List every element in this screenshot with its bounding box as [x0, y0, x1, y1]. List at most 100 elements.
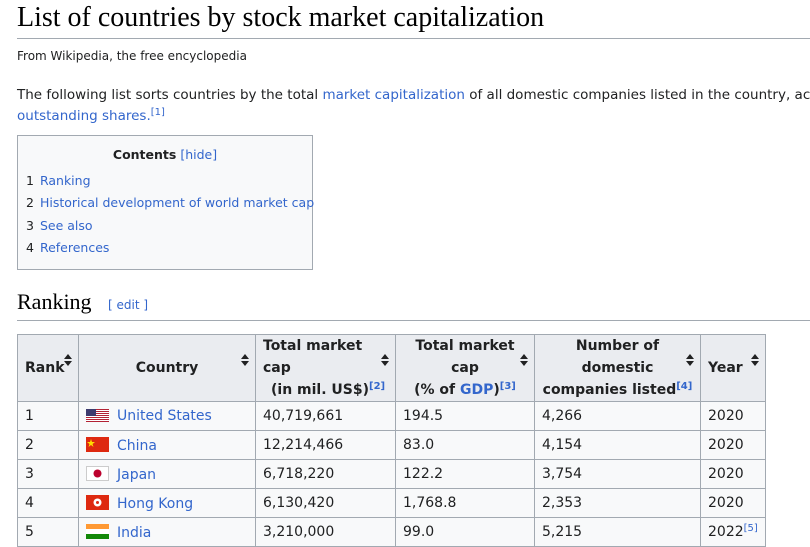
column-header[interactable]: Total market cap (% of GDP)[3] — [395, 334, 535, 402]
sort-arrows — [241, 354, 249, 366]
toc-item[interactable]: 1 Ranking — [26, 173, 91, 188]
cell: 2 — [17, 430, 79, 460]
intro-line: outstanding shares.[1] — [17, 107, 165, 125]
section-title: Ranking — [17, 289, 92, 314]
flag — [86, 436, 109, 452]
toc-link[interactable]: Ranking — [39, 173, 91, 188]
reference[interactable]: [4] — [676, 381, 693, 392]
toc-number: 3 — [26, 218, 34, 233]
table-row: 3 Japan 6,718,220 122.2 3,754 2020 — [17, 459, 766, 489]
toc-item[interactable]: 2 Historical development of world market … — [26, 195, 314, 210]
cell: 99.0 — [395, 517, 535, 547]
section-rule — [17, 320, 810, 321]
cell: 4,266 — [534, 401, 701, 431]
toc-number: 2 — [26, 195, 34, 210]
cell: 1 — [17, 401, 79, 431]
sort-icon[interactable] — [686, 354, 694, 366]
flag — [86, 465, 109, 481]
cell: 122.2 — [395, 459, 535, 489]
header-row: Rank Country Total market cap (in mil. US… — [17, 334, 766, 402]
column-header[interactable]: Rank — [17, 334, 79, 402]
country-link[interactable]: India — [117, 524, 152, 541]
cell-text: 2022 — [708, 524, 744, 540]
header-text: Total market cap — [263, 338, 363, 376]
header-text: ) — [493, 382, 500, 398]
country-link[interactable]: United States — [117, 408, 212, 424]
sort-arrows — [381, 354, 389, 366]
column-header[interactable]: Year — [700, 334, 766, 402]
sort-icon[interactable] — [241, 354, 249, 366]
flag — [86, 494, 109, 510]
country-cell: United States — [78, 401, 256, 431]
page-title: List of countries by stock market capita… — [17, 2, 545, 33]
tagline: From Wikipedia, the free encyclopedia — [17, 49, 247, 63]
country-link[interactable]: Japan — [117, 466, 157, 483]
intro-link[interactable]: market capitalization — [322, 87, 465, 103]
intro-text: of all domestic companies listed in the … — [469, 87, 810, 103]
cell: 2,353 — [534, 488, 701, 518]
cell: 4,154 — [534, 430, 701, 460]
flag — [86, 409, 109, 422]
country-link[interactable]: China — [117, 437, 157, 454]
sort-icon[interactable] — [381, 354, 389, 366]
table-row: 4 Hong Kong 6,130,420 1,768.8 2,353 2020 — [17, 488, 766, 518]
cell: 2020 — [700, 488, 766, 518]
sort-icon[interactable] — [64, 354, 72, 366]
header-text: companies listed — [542, 382, 677, 398]
ranking-table: Rank Country Total market cap (in mil. US… — [17, 334, 766, 547]
country-cell: India — [78, 517, 256, 547]
toc-link[interactable]: See also — [39, 218, 93, 233]
column-header[interactable]: Country — [78, 334, 256, 402]
column-header[interactable]: Total market cap (in mil. US$)[2] — [255, 334, 396, 402]
sort-arrows — [520, 354, 528, 366]
header-link[interactable]: GDP — [460, 382, 494, 398]
cell: 40,719,661 — [255, 401, 396, 431]
toc-item[interactable]: 3 See also — [26, 218, 93, 233]
reference[interactable]: [3] — [499, 381, 516, 392]
reference[interactable]: [2] — [369, 381, 386, 392]
toc-number: 1 — [26, 173, 34, 188]
flag — [86, 523, 109, 539]
column-header[interactable]: Number of domestic companies listed[4] — [534, 334, 701, 402]
country-cell: Hong Kong — [78, 488, 256, 518]
header-text: Number of domestic — [575, 338, 660, 376]
sort-icon[interactable] — [520, 354, 528, 366]
reference[interactable]: [1] — [150, 107, 165, 118]
intro-line: The following list sorts countries by th… — [17, 87, 810, 103]
cell: 83.0 — [395, 430, 535, 460]
title-rule — [17, 38, 810, 39]
cell: 5,215 — [534, 517, 701, 547]
cell: 3,210,000 — [255, 517, 396, 547]
edit-link[interactable]: [ edit ] — [108, 298, 149, 312]
country-cell: Japan — [78, 459, 256, 489]
toc-number: 4 — [26, 240, 34, 255]
sort-arrows — [686, 354, 694, 366]
intro-text: The following list sorts countries by th… — [17, 87, 323, 103]
cell: 5 — [17, 517, 79, 547]
toc-header: Contents [hide] — [18, 147, 312, 162]
toc-toggle[interactable]: [hide] — [180, 147, 218, 162]
intro-link[interactable]: outstanding shares. — [17, 108, 151, 124]
cell: 6,130,420 — [255, 488, 396, 518]
cell: 3 — [17, 459, 79, 489]
cell: 6,718,220 — [255, 459, 396, 489]
header-text: Total market cap — [415, 338, 515, 376]
header-text: Country — [135, 360, 199, 376]
table-of-contents: Contents [hide] 1 Ranking 2 Historical dev… — [17, 135, 314, 270]
cell: 1,768.8 — [395, 488, 535, 518]
header-text: Year — [708, 360, 743, 376]
cell: 2020 — [700, 401, 766, 431]
toc-title: Contents — [112, 147, 177, 162]
cell: 12,214,466 — [255, 430, 396, 460]
sort-arrows — [64, 354, 72, 366]
reference[interactable]: [5] — [743, 523, 758, 534]
toc-link[interactable]: References — [39, 240, 110, 255]
sort-icon[interactable] — [750, 354, 759, 366]
toc-link[interactable]: Historical development of world market c… — [39, 195, 315, 210]
page: {"header": {"title": "List of countries … — [17, 2, 810, 547]
cell: 2022[5] — [700, 517, 766, 547]
country-link[interactable]: Hong Kong — [117, 495, 194, 512]
cell: 4 — [17, 488, 79, 518]
toc-item[interactable]: 4 References — [26, 240, 109, 255]
table-row: 5 India 3,210,000 99.0 5,215 2022[5] — [17, 517, 766, 547]
